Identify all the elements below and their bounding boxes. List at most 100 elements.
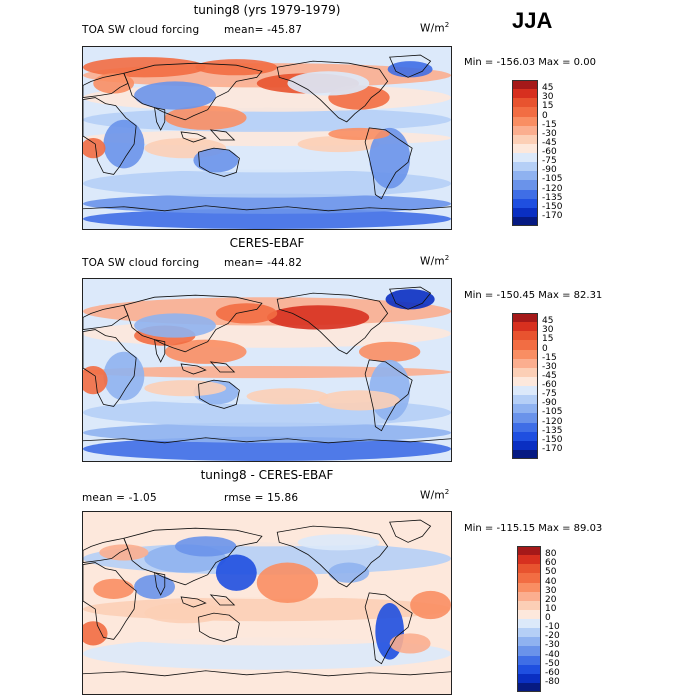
colorbar-swatch [517,546,541,556]
coastline [82,205,452,212]
colorbar-swatch [517,619,541,629]
colorbar-tick-label: 20 [545,594,557,605]
map-field-region [318,390,400,411]
panel-mean-model: mean= -45.87 [224,24,303,36]
coastline [123,62,263,121]
panel-mean-diff: mean = -1.05 [82,492,157,504]
colorbar-swatch [517,664,541,675]
colorbar-swatch [517,637,541,647]
colorbar-tick-label: -105 [542,407,563,418]
map-obs-svg [78,279,452,461]
map-field-region [256,562,319,603]
coastline [364,127,413,200]
map-field-region [287,71,370,96]
colorbar-tick-label: -15 [542,352,557,363]
map-field-region [83,422,451,443]
map-field-region [78,621,108,646]
colorbar-tick-label: 60 [545,558,557,569]
panel-title-diff: tuning8 - CERES-EBAF [200,468,334,482]
colorbar-swatch [512,449,538,460]
colorbar-tick-label: -40 [545,649,560,660]
colorbar-swatch [512,116,538,126]
coastline [180,596,207,608]
colorbar-tick-label: 80 [545,549,557,560]
map-field-region [385,289,435,310]
colorbar-swatch [512,404,538,414]
coastline [180,131,207,143]
map-field-region [134,81,216,110]
map-field-region [195,59,278,76]
colorbar-tick-label: -170 [542,210,563,221]
colorbar-swatch [517,564,541,574]
colorbar-swatch [517,673,541,684]
colorbar-swatch [512,216,538,227]
coastline [389,519,432,543]
colorbar-tick-label: -135 [542,425,563,436]
map-field-region [215,554,257,591]
colorbar-tick-label: -150 [542,434,563,445]
map-field-region [369,359,411,421]
colorbar-tick-label: 45 [542,83,554,94]
coastline [154,339,166,363]
colorbar-swatch [512,207,538,218]
colorbar-swatch [512,376,538,387]
map-field-region [267,305,370,330]
map-field-region [328,562,370,583]
colorbar-tick-label: -120 [542,183,563,194]
map-field-region [144,603,227,624]
map-field-region [78,365,108,395]
colorbar-tick-label: -135 [542,192,563,203]
panel-units-model: W/m2 [420,21,450,35]
map-field-region [328,127,390,141]
colorbar-tick-label: -30 [542,128,557,139]
colorbar-tick-label: -30 [545,640,560,651]
panel-field-label-model: TOA SW cloud forcing [82,24,200,36]
colorbar-tick-label: -20 [545,631,560,642]
colorbar-swatch [512,89,538,99]
colorbar-obs: 45 30 15 0 -15 -30 -45 -60 -75 -90 -105 -120 -135 -15… [512,313,562,460]
colorbar-tick-label: 10 [545,603,557,614]
colorbar-swatch [517,600,541,611]
map-field-region [99,544,149,561]
colorbar-swatch [517,609,541,620]
colorbar-swatch [517,628,541,638]
map-field-region [193,148,239,173]
colorbar-swatch [512,189,538,199]
map-field-region [164,105,247,130]
panel-units-diff: W/m2 [420,488,450,502]
panel-units-obs: W/m2 [420,254,450,268]
coastline [209,129,236,141]
map-field-region [83,365,451,379]
colorbar-tick-label: 30 [545,585,557,596]
colorbar-tick-label: -170 [542,443,563,454]
map-field-region [83,57,206,78]
map-field-region [359,341,421,362]
colorbar-swatch [512,322,538,332]
colorbar-tick-label: -60 [542,380,557,390]
colorbar-tick-label: 15 [542,101,554,112]
coastline [198,612,240,642]
colorbar-swatch [512,340,538,350]
map-field-region [369,127,411,189]
map-field-region [83,208,451,229]
colorbar-swatch [512,422,538,432]
colorbar-swatch [512,440,538,451]
colorbar-swatch [512,395,538,405]
coastline [364,592,413,665]
panel-mean-obs: mean= -44.82 [224,257,303,269]
colorbar-diff: 80 60 50 40 30 20 10 0 -10 -20 -30 -40 -50 -60 -80 [517,546,560,693]
colorbar-swatch [512,171,538,181]
coastline [209,594,236,606]
map-model [80,46,452,230]
map-field-region [93,578,135,599]
colorbar-tick-label: -45 [542,137,557,148]
colorbar-tick-label: -60 [542,147,557,157]
map-field-region [410,590,451,620]
colorbar-swatch [512,413,538,423]
colorbar-swatch [512,313,538,323]
map-field-region [134,313,216,338]
coastline [123,527,263,586]
colorbar-tick-label: -150 [542,201,563,212]
coastline [198,379,240,409]
panel-field-label-obs: TOA SW cloud forcing [82,257,200,269]
